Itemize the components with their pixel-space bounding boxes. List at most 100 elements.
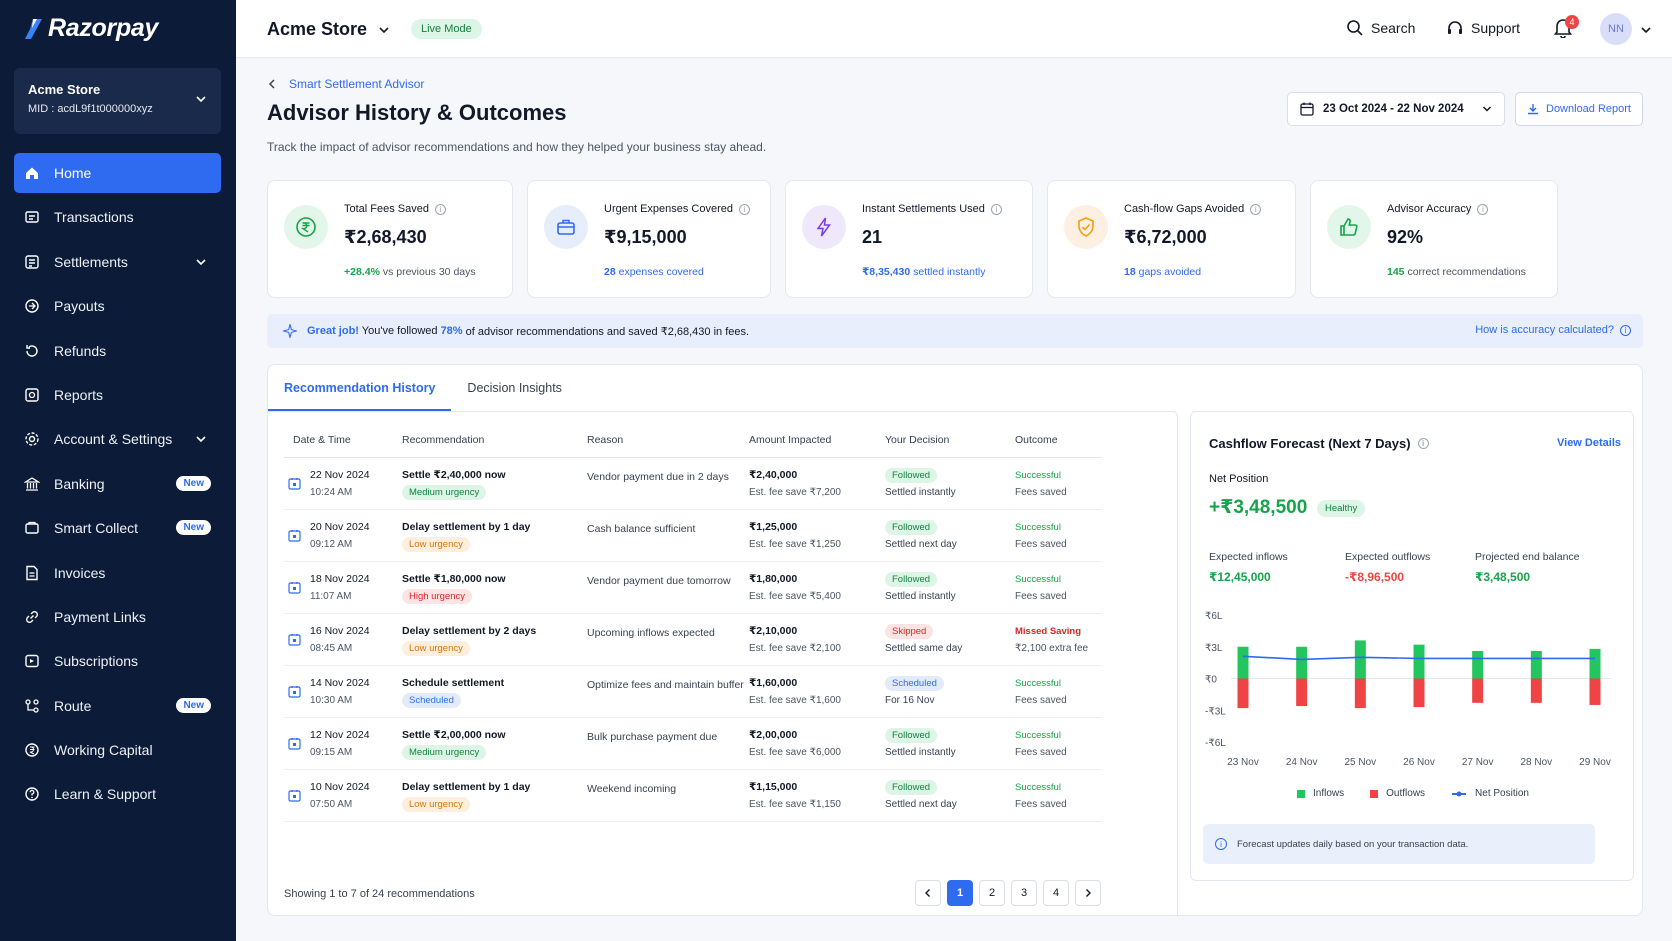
kpi-label: Total Fees Saved i	[344, 203, 446, 215]
x-tick-label: 23 Nov	[1227, 757, 1259, 768]
outflow-bar[interactable]	[1413, 678, 1425, 708]
search-button[interactable]: Search	[1346, 19, 1415, 37]
tab-recommendation-history[interactable]: Recommendation History	[268, 365, 452, 412]
outflow-bar[interactable]	[1589, 678, 1601, 705]
calendar-clock-icon	[288, 737, 301, 750]
legend-item[interactable]: Outflows	[1370, 788, 1425, 799]
inflow-bar[interactable]	[1354, 640, 1366, 679]
notifications-button[interactable]: 4	[1554, 15, 1579, 38]
sidebar-item-invoices[interactable]: Invoices	[14, 553, 221, 593]
inflow-bar[interactable]	[1589, 648, 1601, 679]
page-button[interactable]: 2	[979, 880, 1005, 906]
inflow-bar[interactable]	[1530, 650, 1542, 679]
support-button[interactable]: Support	[1446, 19, 1520, 37]
download-report-button[interactable]: Download Report	[1515, 92, 1643, 126]
sidebar-item-subscriptions[interactable]: Subscriptions	[14, 641, 221, 681]
search-icon	[1347, 20, 1363, 36]
sidebar-item-learn-support[interactable]: Learn & Support	[14, 774, 221, 814]
table-row[interactable]: 16 Nov 2024 08:45 AM Delay settlement by 2…	[284, 614, 1102, 666]
inflow-bar[interactable]	[1237, 646, 1249, 679]
row-date: 20 Nov 2024	[310, 521, 370, 533]
avatar[interactable]: NN	[1600, 13, 1632, 45]
sidebar-item-smart-collect[interactable]: Smart Collect New	[14, 508, 221, 548]
column-header[interactable]: Outcome	[1015, 434, 1058, 446]
column-header[interactable]: Reason	[587, 434, 624, 446]
kpi-card: Advisor Accuracy i 92% 145 correct recommen…	[1310, 180, 1558, 298]
sidebar-item-label: Refunds	[54, 342, 107, 359]
table-row[interactable]: 18 Nov 2024 11:07 AM Settle ₹1,80,000 now H…	[284, 562, 1102, 614]
outflow-bar[interactable]	[1237, 678, 1249, 709]
legend-label: Net Position	[1475, 788, 1529, 799]
info-icon[interactable]: i	[990, 203, 1002, 215]
sidebar-item-home[interactable]: Home	[14, 153, 221, 193]
previous-page-button[interactable]	[915, 880, 941, 906]
row-reason: Bulk purchase payment due	[587, 731, 718, 743]
inflow-bar[interactable]	[1296, 646, 1308, 679]
sidebar-item-label: Account & Settings	[54, 431, 173, 448]
view-details-link[interactable]: View Details	[1557, 437, 1621, 449]
row-reason: Vendor payment due tomorrow	[587, 575, 731, 587]
sidebar-item-payouts[interactable]: Payouts	[14, 286, 221, 326]
sidebar-item-reports[interactable]: Reports	[14, 375, 221, 415]
decision-badge: Scheduled	[885, 676, 944, 691]
breadcrumb[interactable]: Smart Settlement Advisor	[267, 77, 424, 91]
tab-decision-insights[interactable]: Decision Insights	[467, 381, 562, 395]
info-icon[interactable]: i	[1417, 438, 1429, 449]
sidebar-item-refunds[interactable]: Refunds	[14, 331, 221, 371]
sidebar-item-banking[interactable]: Banking New	[14, 464, 221, 504]
info-icon[interactable]: i	[1477, 203, 1489, 215]
legend-item[interactable]: Inflows	[1297, 788, 1344, 799]
column-header[interactable]: Amount Impacted	[749, 434, 832, 446]
column-header[interactable]: Date & Time	[293, 434, 351, 446]
table-row[interactable]: 12 Nov 2024 09:15 AM Settle ₹2,00,000 now M…	[284, 718, 1102, 770]
bank-icon	[24, 476, 40, 492]
accuracy-link[interactable]: How is accuracy calculated? i	[1475, 324, 1631, 336]
sidebar-item-settlements[interactable]: Settlements	[14, 242, 221, 282]
accuracy-link-label: How is accuracy calculated?	[1475, 324, 1614, 336]
decision-badge: Followed	[885, 572, 938, 587]
chevron-left-icon[interactable]	[267, 79, 277, 89]
outflow-bar[interactable]	[1296, 678, 1308, 707]
chevron-down-icon[interactable]	[378, 24, 390, 36]
sidebar-item-transactions[interactable]: Transactions	[14, 197, 221, 237]
table-row[interactable]: 20 Nov 2024 09:12 AM Delay settlement by 1…	[284, 510, 1102, 562]
table-row[interactable]: 22 Nov 2024 10:24 AM Settle ₹2,40,000 now M…	[284, 458, 1102, 510]
kpi-value: 21	[862, 227, 883, 247]
store-switcher[interactable]: Acme Store MID : acdL9f1t000000xyz	[14, 68, 221, 134]
info-icon[interactable]: i	[435, 203, 446, 215]
info-icon[interactable]: i	[1250, 203, 1262, 215]
live-mode-badge[interactable]: Live Mode	[411, 19, 482, 39]
outflow-bar[interactable]	[1354, 678, 1366, 709]
page-button[interactable]: 4	[1043, 880, 1069, 906]
sidebar-item-route[interactable]: Route New	[14, 686, 221, 726]
store-selector[interactable]: Acme Store	[267, 19, 368, 39]
x-tick-label: 28 Nov	[1520, 757, 1552, 768]
urgency-badge: Low urgency	[402, 641, 470, 656]
razorpay-logo[interactable]: Razorpay	[24, 14, 158, 43]
inflow-bar[interactable]	[1472, 650, 1484, 679]
table-row[interactable]: 10 Nov 2024 07:50 AM Delay settlement by 1…	[284, 770, 1102, 822]
legend-item[interactable]: Net Position	[1451, 788, 1529, 799]
row-date: 16 Nov 2024	[310, 625, 370, 637]
outcome-note: ₹2,100 extra fee	[1015, 643, 1089, 654]
inflow-bar[interactable]	[1413, 644, 1425, 679]
sidebar-item-payment-links[interactable]: Payment Links	[14, 597, 221, 637]
column-header[interactable]: Your Decision	[885, 434, 950, 446]
sidebar-item-account-settings[interactable]: Account & Settings	[14, 419, 221, 459]
info-icon[interactable]: i	[739, 203, 751, 215]
banner-percent: 78%	[440, 325, 463, 337]
sidebar-item-working-capital[interactable]: Working Capital	[14, 730, 221, 770]
next-page-button[interactable]	[1075, 880, 1101, 906]
outflow-bar[interactable]	[1472, 678, 1484, 703]
x-tick-label: 24 Nov	[1286, 757, 1318, 768]
table-row[interactable]: 14 Nov 2024 10:30 AM Schedule settlement Sc…	[284, 666, 1102, 718]
outflow-bar[interactable]	[1530, 678, 1542, 703]
outcome-note: Fees saved	[1015, 747, 1067, 758]
page-button[interactable]: 3	[1011, 880, 1037, 906]
column-header[interactable]: Recommendation	[402, 434, 485, 446]
row-recommendation: Schedule settlement	[402, 677, 505, 689]
breadcrumb-link[interactable]: Smart Settlement Advisor	[289, 77, 425, 91]
date-range-picker[interactable]: 23 Oct 2024 - 22 Nov 2024	[1287, 92, 1505, 126]
chevron-down-icon[interactable]	[1640, 24, 1652, 36]
page-button[interactable]: 1	[947, 880, 973, 906]
